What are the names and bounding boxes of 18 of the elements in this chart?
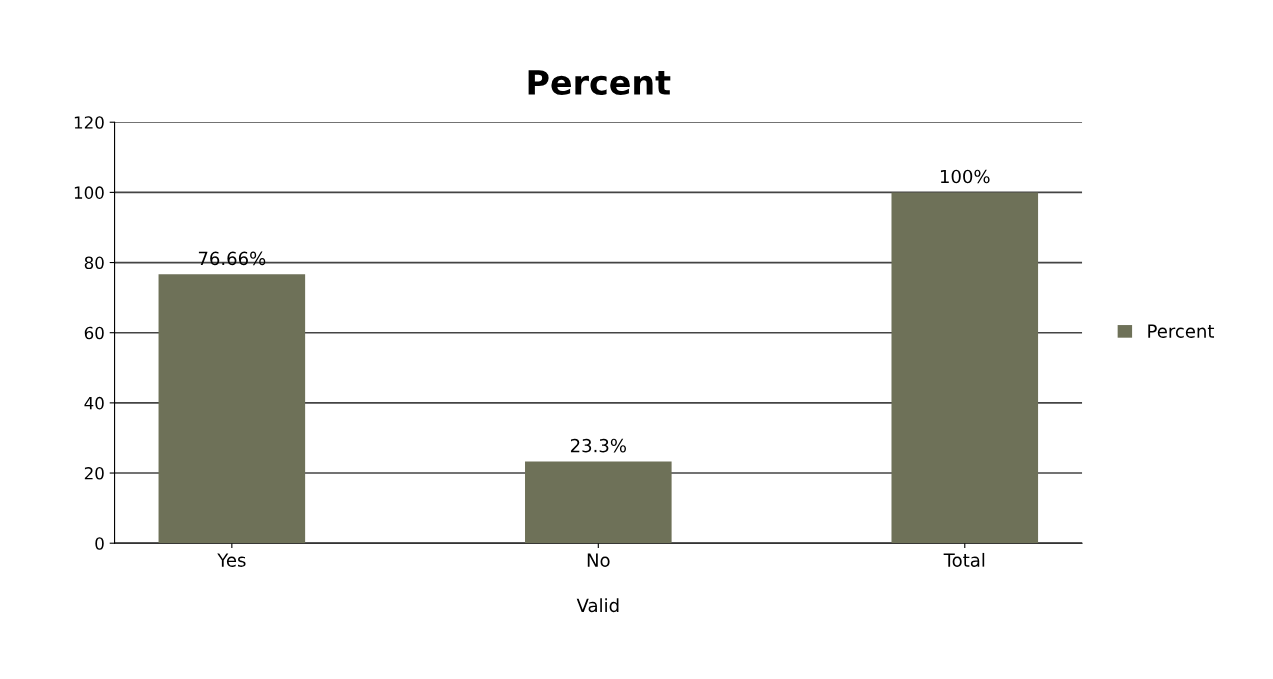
x-tick-label: No [587,553,610,567]
data-label: 23.3% [570,438,626,453]
x-tick-label: Yes [217,553,246,567]
data-label: 100% [940,169,990,184]
x-tick-label: Total [943,552,985,567]
bar [525,461,672,544]
x-axis-title: Valid [576,598,619,613]
y-tick-label: 20 [84,467,104,480]
y-tick-label: 40 [84,396,104,410]
bar [891,192,1039,544]
y-tick-label: 80 [84,256,104,270]
legend-label: Percent [1148,324,1215,338]
chart-title: Percent [528,70,671,95]
y-tick-label: 60 [84,326,104,340]
y-tick-label: 100 [74,186,104,199]
y-tick-label: 0 [95,537,104,550]
y-tick-label: 120 [74,116,104,129]
bar [158,274,306,544]
